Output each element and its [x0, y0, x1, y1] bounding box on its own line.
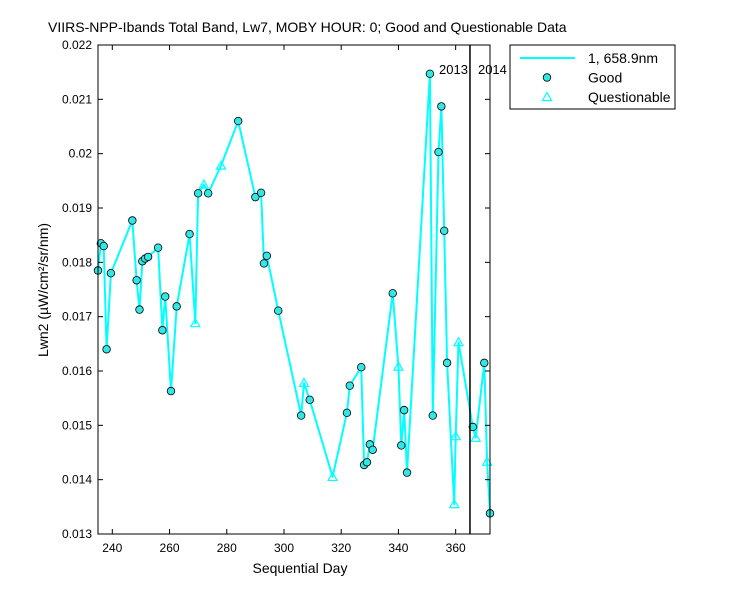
y-tick-label: 0.019 [62, 201, 92, 215]
y-axis-label: Lwn2 (µW/cm²/sr/nm) [35, 223, 51, 357]
legend-triangle-swatch [541, 91, 553, 102]
x-tick-label: 260 [160, 541, 180, 555]
good-point [296, 411, 306, 420]
y-tick-label: 0.02 [69, 147, 93, 161]
good-point [425, 69, 435, 78]
questionable-point [189, 317, 201, 328]
good-point [259, 259, 269, 268]
y-tick-label: 0.016 [62, 364, 92, 378]
good-point [428, 411, 437, 420]
plot-area: 2013 2014 [93, 45, 507, 534]
plot-frame [97, 44, 491, 535]
good-point [437, 102, 446, 111]
good-point [357, 362, 366, 372]
good-point [480, 358, 489, 368]
good-point [345, 381, 354, 390]
year-label-2014: 2014 [478, 62, 507, 77]
y-tick-label: 0.021 [62, 92, 92, 106]
good-point [172, 302, 181, 311]
y-tick-label: 0.013 [62, 527, 92, 541]
good-point [342, 408, 352, 418]
good-point [362, 458, 372, 467]
good-point [102, 345, 111, 354]
good-point [135, 305, 144, 314]
questionable-point [452, 336, 465, 347]
good-point [106, 269, 116, 278]
x-axis-label: Sequential Day [253, 560, 348, 576]
good-point [158, 326, 167, 335]
x-tick-label: 320 [331, 541, 351, 555]
good-point [274, 306, 283, 315]
y-tick-label: 0.017 [62, 310, 92, 324]
good-point [99, 241, 108, 251]
good-point [132, 276, 141, 285]
y-tick-label: 0.018 [62, 255, 92, 269]
legend-circle-swatch [542, 73, 552, 82]
good-point [402, 468, 412, 477]
good-point [434, 147, 443, 157]
legend: 1, 658.9nm Good Questionable [509, 44, 676, 110]
good-point [305, 395, 314, 404]
good-point [166, 386, 176, 396]
legend-box [509, 44, 676, 110]
legend-entry-label: Good [588, 70, 622, 86]
chart-title: VIIRS-NPP-Ibands Total Band, Lw7, MOBY H… [48, 19, 567, 35]
good-point [468, 422, 478, 432]
good-point [161, 292, 170, 301]
good-point [256, 188, 266, 197]
questionable-point [298, 377, 310, 388]
legend-entry-label: Questionable [588, 89, 671, 105]
x-tick-label: 300 [274, 541, 294, 555]
good-point [251, 192, 260, 202]
good-point [193, 189, 203, 198]
questionable-point [392, 360, 404, 371]
questionable-point [448, 498, 460, 509]
good-point [128, 216, 137, 225]
good-point [153, 243, 163, 252]
x-tick-label: 280 [217, 541, 237, 555]
good-point [440, 226, 449, 236]
good-point [397, 441, 406, 450]
good-point [399, 405, 409, 415]
good-point [185, 229, 194, 239]
questionable-point [481, 456, 493, 466]
good-point [262, 251, 272, 261]
x-tick-label: 340 [388, 541, 408, 555]
good-point [368, 445, 377, 454]
legend-entry-label: 1, 658.9nm [588, 50, 658, 66]
good-point [442, 358, 452, 368]
x-tick-label: 240 [102, 541, 122, 555]
axes: 240 260 280 300 320 340 360 0.013 0.014 0.015 0.01… [62, 38, 491, 555]
questionable-point [215, 159, 227, 170]
good-point [203, 189, 213, 198]
y-tick-label: 0.022 [62, 38, 92, 52]
series-line [97, 72, 491, 514]
good-point [388, 289, 397, 298]
good-point [234, 116, 243, 126]
questionable-point [470, 432, 482, 442]
y-tick-label: 0.015 [62, 418, 92, 432]
year-label-2013: 2013 [439, 62, 468, 77]
questionable-point [450, 430, 462, 441]
good-point [143, 252, 153, 262]
questionable-point [327, 471, 339, 482]
y-tick-label: 0.014 [62, 473, 92, 487]
questionable-point [198, 178, 210, 189]
x-tick-label: 360 [446, 541, 466, 555]
